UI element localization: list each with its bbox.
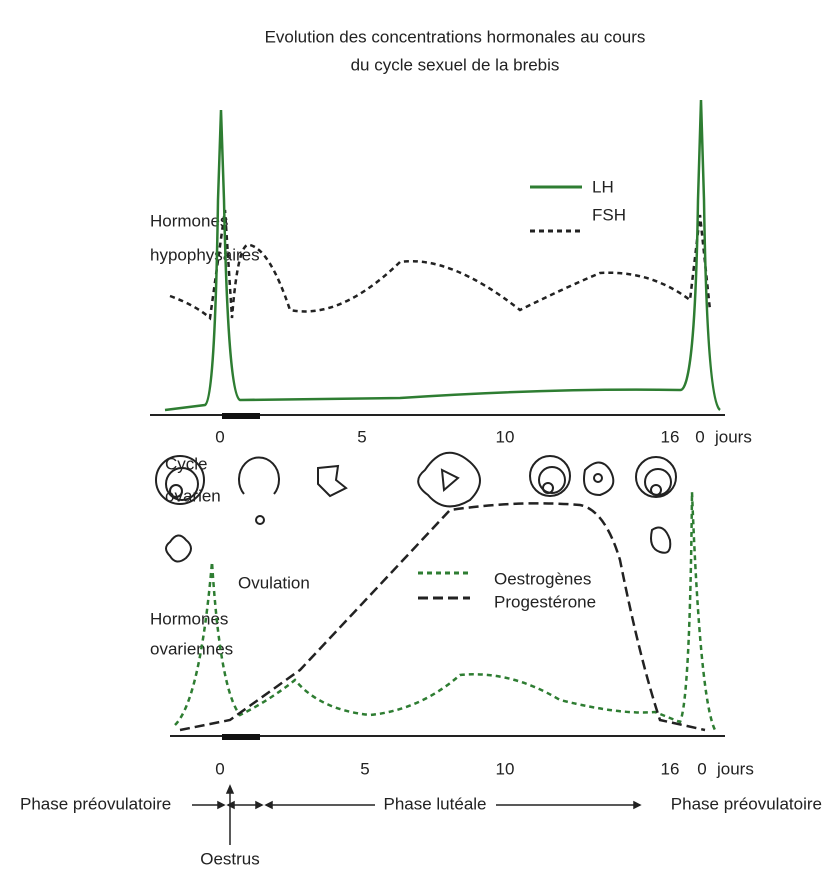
follicles — [155, 451, 677, 563]
legend-label: Progestérone — [494, 592, 596, 611]
axis-label: jours — [714, 427, 752, 446]
panel-label: Hormones — [150, 211, 228, 230]
lh-curve — [164, 99, 721, 412]
phase-arrows — [192, 784, 642, 845]
axis-label: jours — [716, 759, 754, 778]
progesterone-curve — [179, 502, 706, 732]
axis-label: 16 — [661, 759, 680, 778]
panel-label: hypophysaires — [150, 245, 260, 264]
axis-label: 0 — [215, 427, 224, 446]
legend-label: LH — [592, 177, 614, 196]
phase-label: Phase préovulatoire — [671, 794, 822, 813]
axis-label: 5 — [357, 427, 366, 446]
axis-label: 0 — [697, 759, 706, 778]
legend-label: Oestrogènes — [494, 569, 591, 588]
title: du cycle sexuel de la brebis — [351, 55, 560, 74]
axis-label: 0 — [695, 427, 704, 446]
axis-labels: 0 5 10 16 0 jours — [215, 759, 754, 778]
phase-label: Phase préovulatoire — [20, 794, 171, 813]
phase-label: Phase lutéale — [383, 794, 486, 813]
axis-label: 10 — [496, 427, 515, 446]
oestrogen-curve — [174, 491, 717, 731]
axis-label: 16 — [661, 427, 680, 446]
oestrus-bar — [222, 413, 260, 419]
axis-label: 0 — [215, 759, 224, 778]
fsh-curve — [169, 209, 712, 321]
panel-label: ovariennes — [150, 639, 233, 658]
axis-label: 5 — [360, 759, 369, 778]
panel-label: Hormones — [150, 609, 228, 628]
title: Evolution des concentrations hormonales … — [265, 27, 646, 46]
axis-labels: 0 5 10 16 0 jours — [215, 427, 752, 446]
axis-label: 10 — [496, 759, 515, 778]
oestrus-label: Oestrus — [200, 849, 260, 868]
annotation: Ovulation — [238, 573, 310, 592]
legend-label: FSH — [592, 205, 626, 224]
oestrus-bar — [222, 734, 260, 740]
